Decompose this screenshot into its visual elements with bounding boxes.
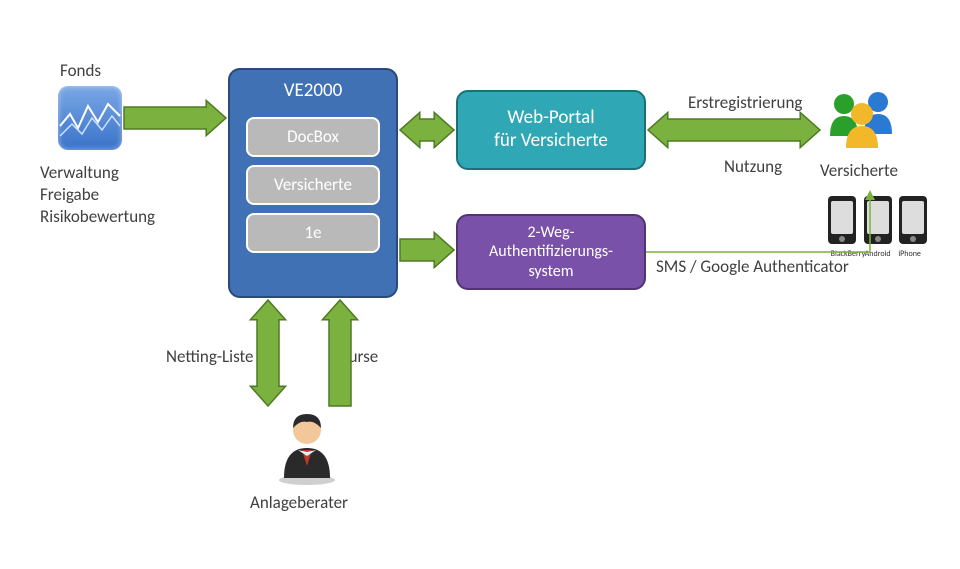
- advisor-icon: [272, 406, 342, 491]
- ve2000-item-1e: 1e: [246, 213, 380, 253]
- fonds-sublines: Verwaltung Freigabe Risikobewertung: [40, 162, 155, 228]
- kurse-label: Kurse: [340, 346, 378, 368]
- auth-line2: Authentifizierungs-: [489, 242, 613, 261]
- phone-3-label: iPhone: [895, 249, 925, 259]
- phones-group: BlackBerry Android iPhone: [826, 196, 929, 259]
- phone-2-label: Android: [863, 249, 893, 259]
- auth-line1: 2-Weg-: [527, 223, 574, 242]
- fonds-sub-1: Verwaltung: [40, 162, 155, 184]
- phone-1-icon: [828, 196, 856, 244]
- ve2000-item-versicherte: Versicherte: [246, 165, 380, 205]
- sms-label: SMS / Google Authenticator: [656, 256, 849, 278]
- erst-label: Erstregistrierung: [688, 92, 802, 114]
- nutzung-label: Nutzung: [724, 156, 782, 178]
- versicherte-label: Versicherte: [820, 160, 898, 182]
- ve2000-box: VE2000 DocBox Versicherte 1e: [228, 68, 398, 298]
- webportal-line1: Web-Portal: [507, 107, 594, 130]
- webportal-box: Web-Portal für Versicherte: [456, 90, 646, 170]
- phone-2-icon: [864, 196, 892, 244]
- auth-line3: system: [528, 262, 573, 281]
- versicherte-icon: [822, 86, 902, 161]
- advisor-label: Anlageberater: [250, 492, 348, 514]
- webportal-line2: für Versicherte: [494, 130, 608, 153]
- fonds-sub-2: Freigabe: [40, 184, 155, 206]
- fonds-sub-3: Risikobewertung: [40, 206, 155, 228]
- phone-1-label: BlackBerry: [831, 249, 861, 259]
- netting-label: Netting-Liste: [166, 346, 254, 368]
- fonds-title: Fonds: [60, 60, 101, 82]
- auth-box: 2-Weg- Authentifizierungs- system: [456, 214, 646, 290]
- ve2000-title: VE2000: [284, 80, 343, 103]
- fonds-icon: [58, 86, 122, 150]
- ve2000-item-docbox: DocBox: [246, 117, 380, 157]
- phone-3-icon: [899, 196, 927, 244]
